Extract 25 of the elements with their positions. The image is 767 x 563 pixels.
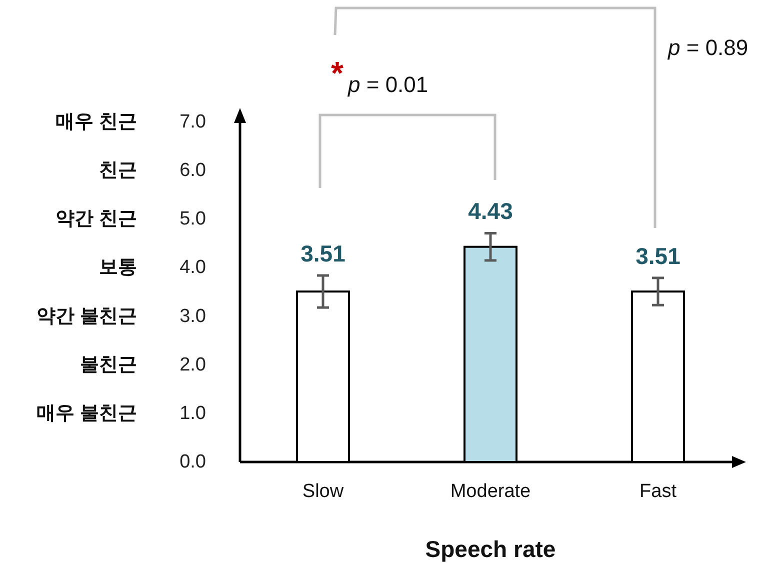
xlabel: Speech rate — [425, 536, 556, 562]
data-label: 4.43 — [468, 198, 513, 224]
annotation: 매우 친근 — [56, 112, 137, 132]
ytick: 2.0 — [180, 354, 206, 376]
xtick: Moderate — [450, 481, 531, 502]
xtick: Slow — [302, 481, 344, 502]
ytick: 1.0 — [180, 402, 206, 424]
ytick: 6.0 — [180, 160, 206, 182]
data-label: 3.51 — [300, 240, 346, 266]
annotation: * — [331, 55, 344, 91]
annotation: 매우 불친근 — [36, 402, 137, 424]
annotation: 보통 — [99, 257, 137, 278]
annotation: 불친근 — [80, 354, 137, 376]
ytick: 3.0 — [180, 306, 206, 327]
annotation: 약간 불친근 — [36, 306, 137, 327]
annotation: 약간 친근 — [56, 208, 137, 230]
annotation: p = 0.89 — [668, 35, 748, 60]
data-label: 3.51 — [636, 242, 680, 269]
ytick: 5.0 — [180, 208, 206, 230]
ytick: 4.0 — [180, 257, 206, 278]
ytick: 0.0 — [180, 452, 206, 472]
ytick: 7.0 — [180, 112, 206, 132]
annotation: p = 0.01 — [348, 72, 428, 97]
xtick: Fast — [640, 481, 676, 502]
annotation: 친근 — [99, 160, 137, 182]
